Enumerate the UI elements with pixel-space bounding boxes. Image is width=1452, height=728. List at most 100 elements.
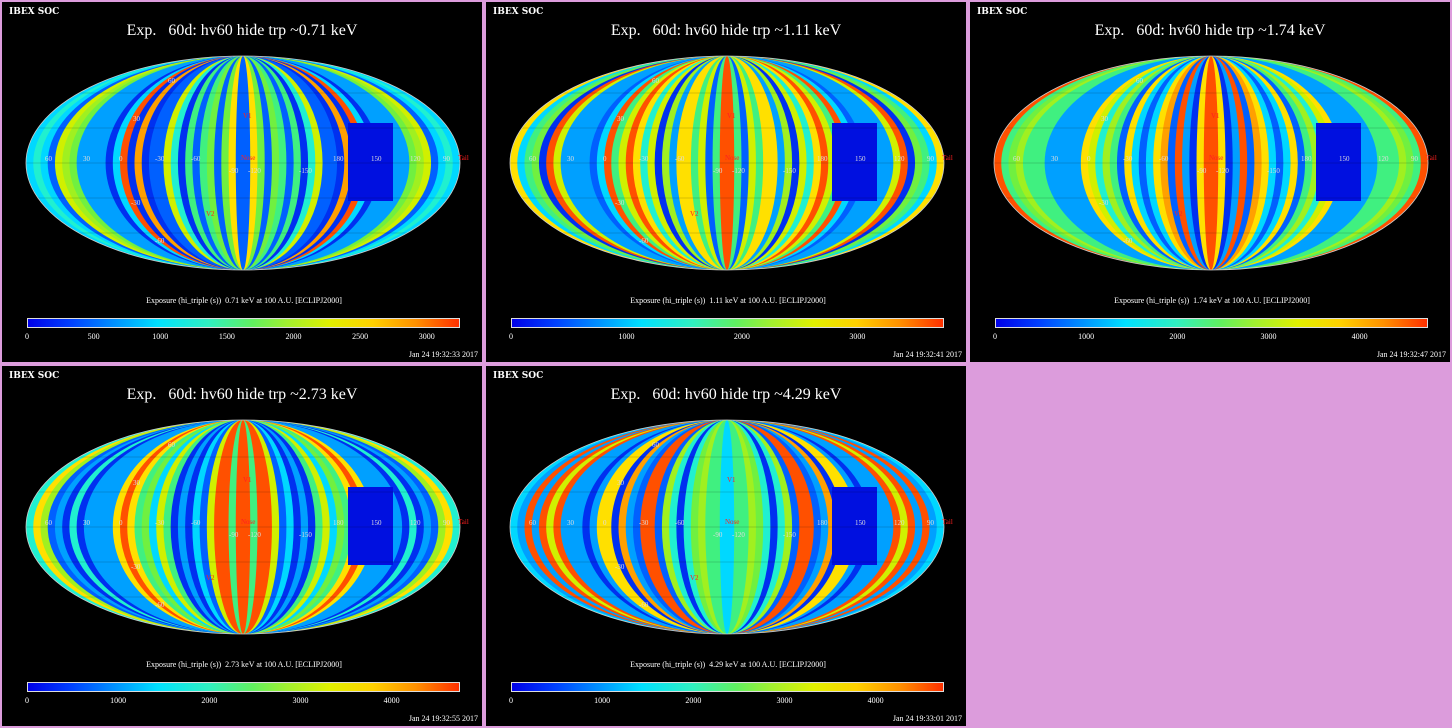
soc-label: IBEX SOC	[977, 7, 1028, 17]
longitude-label: -90	[713, 167, 723, 175]
marker-v2: V2	[690, 574, 699, 582]
latitude-label: 60	[652, 77, 660, 85]
longitude-label: -30	[155, 519, 165, 527]
longitude-label: 150	[371, 519, 382, 527]
timestamp: Jan 24 19:32:55 2017	[408, 714, 478, 723]
longitude-label: -60	[191, 155, 201, 163]
colorbar-tick-label: 2000	[201, 696, 218, 705]
colorbar	[27, 318, 460, 328]
latitude-label: 30	[617, 115, 625, 123]
soc-label: IBEX SOC	[493, 371, 544, 381]
map-panel: IBEX SOC Exp. 60d: hv60 hide trp ~1.11 ke…	[486, 2, 966, 362]
timestamp: Jan 24 19:33:01 2017	[892, 714, 962, 723]
longitude-label: -30	[1123, 155, 1133, 163]
latitude-label: -30	[615, 199, 625, 207]
longitude-label: -90	[229, 531, 239, 539]
colorbar-tick-label: 3000	[849, 332, 866, 341]
longitude-label: 30	[567, 155, 575, 163]
panel-title: Exp. 60d: hv60 hide trp ~2.73 keV	[126, 386, 358, 403]
colorbar-tick-label: 3000	[418, 332, 435, 341]
longitude-label: 30	[1051, 155, 1059, 163]
latitude-label: 60	[652, 441, 660, 449]
colorbar-tick-label: 1000	[152, 332, 169, 341]
sky-map: 60 30 0 -30 -60 -90 -120 -150 180 150 120 90 30 -30 60…	[509, 419, 953, 635]
colorbar-tick-label: 4000	[1351, 332, 1368, 341]
latitude-label: -60	[155, 237, 165, 245]
timestamp: Jan 24 19:32:33 2017	[408, 350, 478, 359]
marker-v1: V1	[1211, 112, 1220, 120]
low-exposure-region	[348, 123, 393, 201]
longitude-label: 0	[1087, 155, 1091, 163]
longitude-label: 30	[567, 519, 575, 527]
low-exposure-region	[832, 123, 877, 201]
marker-nose: Nose	[241, 518, 255, 526]
panel-title: Exp. 60d: hv60 hide trp ~0.71 keV	[126, 22, 358, 39]
colorbar-tick-label: 0	[25, 332, 29, 341]
low-exposure-region	[1316, 123, 1361, 201]
map-outline	[509, 55, 945, 271]
longitude-label: -120	[248, 531, 261, 539]
colorbar-tick-label: 0	[509, 696, 513, 705]
sky-map: 60 30 0 -30 -60 -90 -120 -150 180 150 120 90 30 -30 60…	[509, 55, 953, 271]
latitude-label: 30	[1101, 115, 1109, 123]
colorbar	[511, 318, 944, 328]
longitude-label: -90	[229, 167, 239, 175]
colorbar-tick-label: 0	[509, 332, 513, 341]
marker-v1: V1	[727, 476, 736, 484]
exposure-stripe	[719, 56, 735, 270]
timestamp: Jan 24 19:32:41 2017	[892, 350, 962, 359]
marker-v2: V2	[1174, 210, 1183, 218]
map-panel: IBEX SOC Exp. 60d: hv60 hide trp ~2.73 ke…	[2, 366, 482, 726]
longitude-label: 60	[45, 155, 53, 163]
longitude-label: -150	[299, 531, 312, 539]
marker-v1: V1	[727, 112, 736, 120]
latitude-label: -60	[155, 601, 165, 609]
latitude-label: 30	[133, 115, 141, 123]
marker-v2: V2	[206, 574, 215, 582]
latitude-label: -30	[615, 563, 625, 571]
soc-label: IBEX SOC	[9, 7, 60, 17]
marker-tail: Tail	[458, 154, 469, 162]
longitude-label: -90	[713, 531, 723, 539]
map-outline	[993, 55, 1429, 271]
colorbar-ticks: 0 1000 2000 3000 4000	[2, 696, 482, 708]
colorbar-tick-label: 2000	[733, 332, 750, 341]
colorbar-ticks: 0 500 1000 1500 2000 2500 3000	[2, 332, 482, 344]
longitude-label: 0	[603, 155, 607, 163]
colorbar-tick-label: 2000	[285, 332, 302, 341]
longitude-label: 30	[83, 155, 91, 163]
sky-map: 60 30 0 -30 -60 -90 -120 -150 180 150 120 90 30 -30 60…	[993, 55, 1437, 271]
longitude-label: 180	[817, 519, 828, 527]
exposure-stripe	[1203, 56, 1219, 270]
panel-title: Exp. 60d: hv60 hide trp ~1.74 keV	[1094, 22, 1326, 39]
longitude-label: -150	[783, 167, 796, 175]
colorbar-tick-label: 0	[25, 696, 29, 705]
longitude-label: 180	[1301, 155, 1312, 163]
marker-tail: Tail	[1426, 154, 1437, 162]
longitude-label: 150	[1339, 155, 1350, 163]
longitude-label: -90	[1197, 167, 1207, 175]
colorbar-tick-label: 1000	[594, 696, 611, 705]
longitude-label: -120	[248, 167, 261, 175]
map-panel: IBEX SOC Exp. 60d: hv60 hide trp ~1.74 ke…	[970, 2, 1450, 362]
longitude-label: -60	[191, 519, 201, 527]
marker-v1: V1	[243, 112, 252, 120]
longitude-label: 90	[927, 519, 935, 527]
longitude-label: 0	[119, 155, 123, 163]
low-exposure-region	[348, 487, 393, 565]
latitude-label: 60	[168, 77, 176, 85]
latitude-label: 30	[133, 479, 141, 487]
soc-label: IBEX SOC	[493, 7, 544, 17]
colorbar-tick-label: 2000	[685, 696, 702, 705]
longitude-label: 30	[83, 519, 91, 527]
longitude-label: -30	[639, 519, 649, 527]
low-exposure-region	[832, 487, 877, 565]
map-panel: IBEX SOC Exp. 60d: hv60 hide trp ~0.71 ke…	[2, 2, 482, 362]
longitude-label: -30	[155, 155, 165, 163]
longitude-label: -120	[732, 167, 745, 175]
longitude-label: -30	[639, 155, 649, 163]
colorbar-caption: Exposure (hi_triple (s)) 2.73 keV at 100…	[146, 660, 342, 669]
latitude-label: -60	[639, 601, 649, 609]
map-outline	[509, 419, 945, 635]
longitude-label: -120	[732, 531, 745, 539]
